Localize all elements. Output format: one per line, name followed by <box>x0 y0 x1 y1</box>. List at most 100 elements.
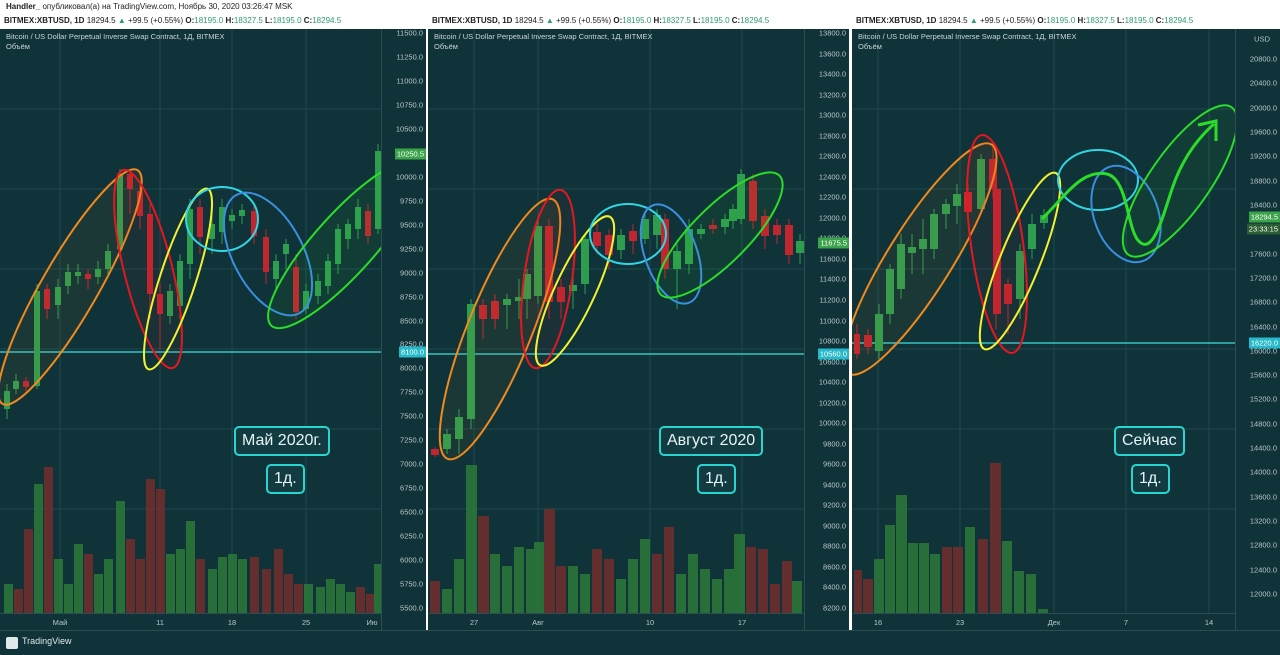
y-tick: 6250.0 <box>400 531 423 541</box>
price-label: 18294.5 <box>938 16 968 25</box>
cyan-ellipse <box>589 203 667 265</box>
chart-area[interactable]: Bitcoin / US Dollar Perpetual Inverse Sw… <box>0 29 426 630</box>
x-axis[interactable]: Май 11 18 25 Ию <box>0 613 382 630</box>
brand-label[interactable]: TradingView <box>22 636 72 646</box>
yellow-ellipse <box>534 215 616 367</box>
y-tick: 11500.0 <box>396 28 423 38</box>
price-axis[interactable]: 11500.0 11250.0 11000.0 10750.0 10500.0 10250… <box>381 29 426 630</box>
y-tick: 13200.0 <box>1249 516 1277 526</box>
symbol-label[interactable]: BITMEX:XBTUSD, 1D <box>856 16 937 25</box>
volume-label: Объём <box>434 42 458 51</box>
y-tick: 9500.0 <box>400 220 423 230</box>
y-tick: 13000.0 <box>818 110 846 120</box>
last-price-tag: 10250.5 <box>394 148 426 160</box>
high-value: 18327.5 <box>661 16 691 25</box>
last-price-tag: 11675.5 <box>818 237 849 249</box>
green-ellipse <box>1121 104 1239 258</box>
y-tick: 17600.0 <box>1249 249 1277 259</box>
chart-panel-august[interactable]: BITMEX:XBTUSD, 1D 18294.5 ▲ +99.5 (+0.55… <box>428 13 849 630</box>
x-tick: 7 <box>1123 618 1129 627</box>
y-tick: 10750.0 <box>395 100 423 110</box>
y-tick: 15200.0 <box>1249 394 1277 404</box>
x-tick: 14 <box>1204 618 1214 627</box>
open-value: 18195.0 <box>194 16 224 25</box>
y-tick: 14800.0 <box>1249 419 1277 429</box>
x-tick: 16 <box>873 618 883 627</box>
forecast-path <box>1040 122 1215 246</box>
y-tick: 8000.0 <box>400 363 423 373</box>
y-tick: 9600.0 <box>823 459 846 469</box>
price-label: 18294.5 <box>86 16 116 25</box>
y-tick: 12000.0 <box>1249 589 1277 599</box>
low-value: 18195.0 <box>700 16 730 25</box>
volume-label: Объём <box>858 42 882 51</box>
blue-ellipse <box>639 203 703 305</box>
blue-ellipse <box>1090 164 1162 264</box>
x-tick: Май <box>52 618 68 627</box>
red-ellipse <box>520 188 576 370</box>
y-tick: 13600.0 <box>818 49 846 59</box>
quote-header: BITMEX:XBTUSD, 1D 18294.5 ▲ +99.5 (+0.55… <box>428 13 849 29</box>
chart-svg[interactable] <box>428 29 849 630</box>
y-tick: 18400.0 <box>1249 200 1277 210</box>
y-tick: 7500.0 <box>400 411 423 421</box>
y-tick: 20000.0 <box>1249 103 1277 113</box>
pattern-ellipses <box>852 104 1239 376</box>
chart-panel-may[interactable]: BITMEX:XBTUSD, 1D 18294.5 ▲ +99.5 (+0.55… <box>0 13 426 630</box>
x-axis[interactable]: 27 Авг 10 17 <box>428 613 805 630</box>
interval-label-box: 1д. <box>266 464 305 494</box>
y-tick: 9750.0 <box>400 196 423 206</box>
chart-svg[interactable] <box>852 29 1280 630</box>
chart-area[interactable]: Bitcoin / US Dollar Perpetual Inverse Sw… <box>852 29 1280 630</box>
change-label: +99.5 (+0.55%) <box>556 16 612 25</box>
up-arrow-icon: ▲ <box>117 16 126 25</box>
close-value: 18294.5 <box>1164 16 1194 25</box>
up-arrow-icon: ▲ <box>969 16 978 25</box>
countdown-tag: 23:33:15 <box>1246 223 1280 235</box>
x-tick: 10 <box>645 618 655 627</box>
up-arrow-icon: ▲ <box>545 16 554 25</box>
y-tick: 11200.0 <box>819 295 846 305</box>
close-key: C: <box>303 16 313 25</box>
grid <box>0 29 382 614</box>
x-axis[interactable]: 16 23 Дек 7 14 <box>852 613 1236 630</box>
x-tick: Дек <box>1047 618 1061 627</box>
publish-header: Handler_ опубликовал(а) на TradingView.c… <box>0 0 1280 13</box>
tradingview-logo-icon[interactable] <box>6 637 18 649</box>
author-name[interactable]: Handler_ <box>6 2 41 11</box>
high-key: H: <box>225 16 234 25</box>
y-tick: 6750.0 <box>400 483 423 493</box>
y-tick: 16400.0 <box>1249 322 1277 331</box>
interval-label-box: 1д. <box>1131 464 1170 494</box>
price-axis[interactable]: 13800.0 13600.0 13400.0 13200.0 13000.0 12800… <box>804 29 849 630</box>
y-tick: 8200.0 <box>823 603 846 613</box>
orange-ellipse <box>438 197 562 461</box>
low-key: L: <box>265 16 273 25</box>
chart-area[interactable]: Bitcoin / US Dollar Perpetual Inverse Sw… <box>428 29 849 630</box>
quote-header: BITMEX:XBTUSD, 1D 18294.5 ▲ +99.5 (+0.55… <box>852 13 1280 29</box>
currency-label[interactable]: USD <box>1254 34 1270 44</box>
symbol-label[interactable]: BITMEX:XBTUSD, 1D <box>4 16 85 25</box>
y-tick: 13400.0 <box>818 69 846 79</box>
high-key: H: <box>653 16 662 25</box>
volume-bars <box>854 463 1048 614</box>
y-tick: 8500.0 <box>400 316 423 325</box>
symbol-label[interactable]: BITMEX:XBTUSD, 1D <box>432 16 513 25</box>
last-price-tag: 18294.5 <box>1248 211 1280 223</box>
price-label: 18294.5 <box>514 16 544 25</box>
y-tick: 9400.0 <box>823 480 846 490</box>
chart-panel-now[interactable]: BITMEX:XBTUSD, 1D 18294.5 ▲ +99.5 (+0.55… <box>852 13 1280 630</box>
y-tick: 5500.0 <box>400 603 423 613</box>
pattern-ellipses <box>438 171 784 461</box>
price-axis[interactable]: 20800.0 20400.0 20000.0 19600.0 19200.0 18800… <box>1235 29 1280 630</box>
x-tick: Ию <box>366 618 378 627</box>
y-tick: 18800.0 <box>1249 176 1277 186</box>
high-value: 18327.5 <box>1085 16 1115 25</box>
quote-header: BITMEX:XBTUSD, 1D 18294.5 ▲ +99.5 (+0.55… <box>0 13 426 29</box>
interval-label-box: 1д. <box>697 464 736 494</box>
y-tick: 10000.0 <box>395 172 423 182</box>
chart-svg[interactable] <box>0 29 426 630</box>
open-value: 18195.0 <box>622 16 652 25</box>
y-tick: 6000.0 <box>400 555 423 565</box>
support-price-tag: 8100.0 <box>399 346 426 358</box>
